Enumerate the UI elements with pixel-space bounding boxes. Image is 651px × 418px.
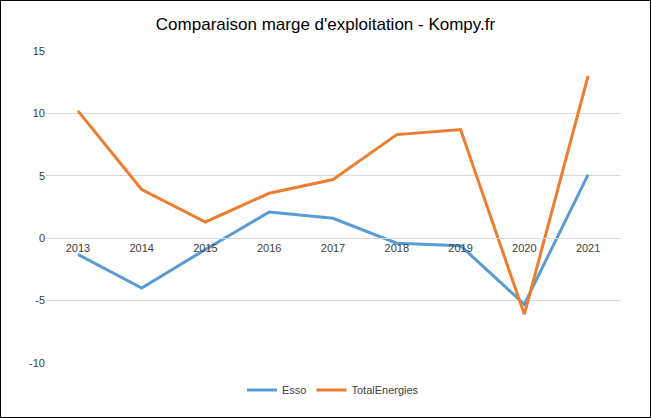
- svg-text:2018: 2018: [385, 242, 409, 254]
- svg-text:2017: 2017: [321, 242, 345, 254]
- svg-text:2014: 2014: [129, 242, 153, 254]
- svg-text:2020: 2020: [512, 242, 536, 254]
- svg-text:2013: 2013: [66, 242, 90, 254]
- svg-text:TotalEnergies: TotalEnergies: [351, 384, 418, 396]
- svg-text:2015: 2015: [193, 242, 217, 254]
- svg-text:0: 0: [39, 232, 45, 244]
- svg-text:2016: 2016: [257, 242, 281, 254]
- svg-text:2019: 2019: [448, 242, 472, 254]
- svg-text:Esso: Esso: [282, 384, 306, 396]
- svg-text:10: 10: [33, 107, 45, 119]
- svg-text:5: 5: [39, 170, 45, 182]
- svg-text:15: 15: [33, 45, 45, 57]
- svg-text:-10: -10: [29, 357, 45, 369]
- svg-text:2021: 2021: [576, 242, 600, 254]
- svg-text:Comparaison marge d'exploitati: Comparaison marge d'exploitation - Kompy…: [156, 15, 496, 34]
- svg-text:-5: -5: [35, 294, 45, 306]
